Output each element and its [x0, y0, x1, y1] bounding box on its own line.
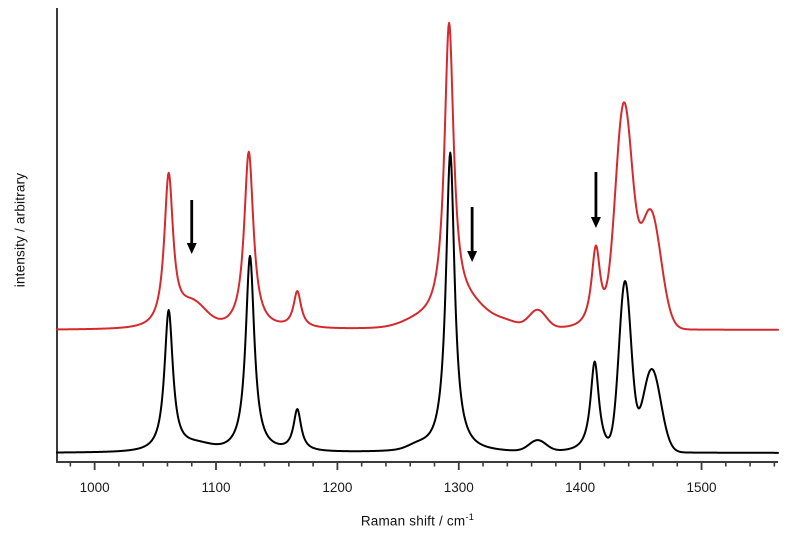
x-tick-label: 1500 — [687, 480, 717, 495]
x-tick-label: 1300 — [444, 480, 474, 495]
x-axis-title-superscript: -1 — [465, 512, 475, 523]
x-tick-label: 1200 — [322, 480, 352, 495]
x-tick-label: 1100 — [201, 480, 230, 495]
annotation-arrow-head — [467, 251, 478, 262]
x-tick-label: 1400 — [565, 480, 595, 495]
annotation-arrow-head — [590, 217, 601, 228]
x-axis-title: Raman shift / cm-1 — [57, 512, 778, 529]
top-spectrum-red-curve — [56, 21, 779, 331]
annotation-arrow-head — [186, 243, 197, 254]
bottom-spectrum-black-curve — [56, 151, 779, 454]
y-axis-title: intensity / arbitrary — [12, 172, 28, 288]
x-axis-title-text: Raman shift / cm — [360, 513, 466, 529]
x-tick-label: 1000 — [80, 480, 110, 495]
